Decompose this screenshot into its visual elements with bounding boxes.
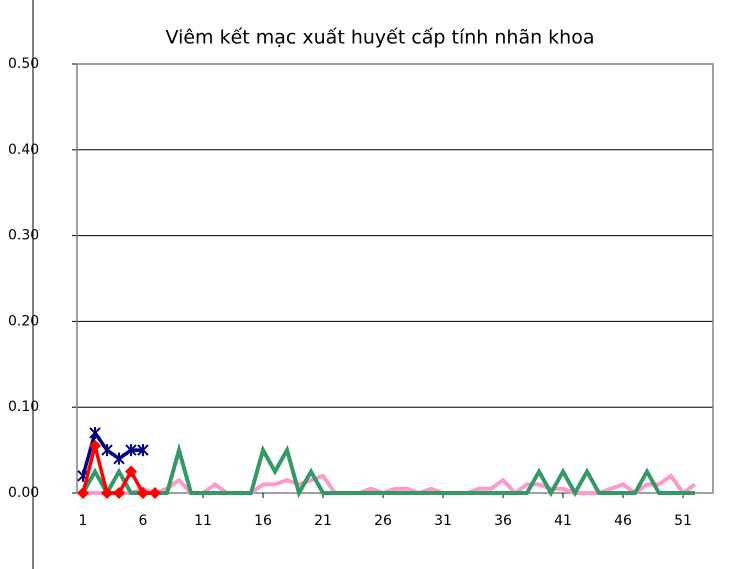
marker [101, 444, 113, 457]
y-tick-label: 0.30 [8, 228, 39, 244]
marker [101, 487, 113, 499]
marker [77, 487, 89, 499]
x-tick-label: 31 [434, 513, 452, 529]
marker [113, 487, 125, 499]
series-line [81, 428, 143, 477]
x-tick-label: 41 [554, 513, 572, 529]
y-tick-label: 0.10 [8, 399, 39, 415]
series-line [83, 473, 697, 496]
marker [89, 426, 101, 439]
marker [137, 444, 149, 457]
x-tick-label: 6 [139, 513, 148, 529]
chart-title: Viêm kết mạc xuất huyết cấp tính nhãn kh… [165, 27, 594, 49]
y-tick-label: 0.00 [8, 485, 39, 501]
x-tick-label: 51 [674, 513, 692, 529]
y-tick-label: 0.50 [8, 56, 39, 72]
x-tick-label: 16 [254, 513, 272, 529]
marker [125, 444, 137, 457]
series-line [81, 442, 695, 499]
y-tick-label: 0.20 [8, 313, 39, 329]
marker [125, 465, 137, 478]
y-tick-label: 0.40 [8, 142, 39, 158]
marker [149, 487, 161, 499]
x-tick-label: 36 [494, 513, 512, 529]
x-tick-label: 46 [614, 513, 632, 529]
x-tick-label: 1 [79, 513, 88, 529]
marker [137, 487, 149, 499]
marker [113, 452, 125, 465]
plot-area [76, 63, 714, 494]
x-tick-label: 21 [314, 513, 332, 529]
x-tick-label: 26 [374, 513, 392, 529]
x-tick-label: 11 [194, 513, 212, 529]
marker [89, 439, 101, 452]
